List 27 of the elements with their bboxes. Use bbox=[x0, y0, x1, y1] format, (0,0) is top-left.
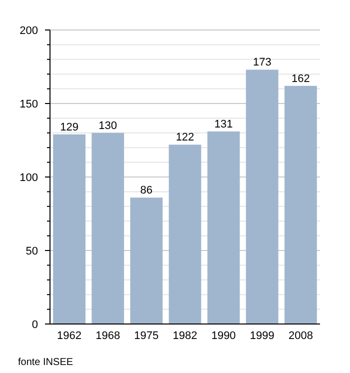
x-tick-label: 1999 bbox=[250, 330, 274, 342]
bar bbox=[168, 144, 202, 324]
y-tick-label: 200 bbox=[20, 24, 38, 37]
x-tick-label: 1975 bbox=[134, 330, 159, 342]
data-label: 173 bbox=[252, 56, 272, 69]
data-label: 129 bbox=[60, 121, 78, 134]
y-tick-label: 50 bbox=[26, 245, 38, 258]
x-tick-label: 1982 bbox=[172, 330, 198, 342]
data-label: 130 bbox=[98, 120, 118, 132]
x-tick-label: 2008 bbox=[288, 330, 313, 342]
bar bbox=[130, 198, 163, 324]
data-label: 86 bbox=[140, 184, 153, 197]
source-note: fonte INSEE bbox=[18, 357, 74, 368]
y-tick-label: 0 bbox=[32, 318, 38, 331]
bar bbox=[53, 134, 86, 324]
x-tick-label: 1968 bbox=[96, 330, 120, 342]
x-tick-label: 1990 bbox=[211, 330, 236, 342]
x-tick-label: 1962 bbox=[57, 330, 82, 342]
data-label: 131 bbox=[214, 118, 233, 130]
data-label: 122 bbox=[176, 132, 194, 144]
bar bbox=[284, 86, 317, 324]
bar bbox=[246, 70, 278, 324]
bar bbox=[207, 131, 240, 324]
data-label: 162 bbox=[292, 72, 310, 85]
y-tick-label: 150 bbox=[20, 98, 38, 110]
bar bbox=[92, 132, 124, 324]
y-tick-label: 100 bbox=[20, 172, 38, 184]
